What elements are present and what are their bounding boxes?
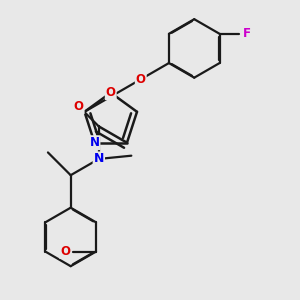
Text: O: O — [74, 100, 84, 113]
Text: O: O — [60, 245, 70, 258]
Text: N: N — [89, 136, 100, 149]
Text: N: N — [94, 152, 104, 165]
Text: F: F — [243, 27, 251, 40]
Text: O: O — [136, 73, 146, 86]
Text: O: O — [106, 86, 116, 99]
